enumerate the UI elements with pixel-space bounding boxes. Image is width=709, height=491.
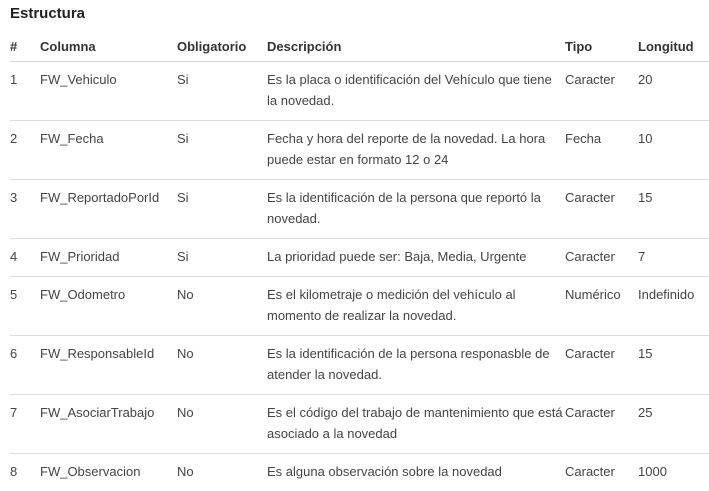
cell-descripcion: Es la identificación de la persona respo… — [267, 336, 565, 395]
cell-num: 6 — [10, 336, 40, 395]
table-row: 3 FW_ReportadoPorId Si Es la identificac… — [10, 180, 709, 239]
cell-descripcion: Es alguna observación sobre la novedad — [267, 454, 565, 491]
table-header: # Columna Obligatorio Descripción Tipo L… — [10, 32, 709, 62]
table-row: 8 FW_Observacion No Es alguna observació… — [10, 454, 709, 491]
table-row: 1 FW_Vehiculo Si Es la placa o identific… — [10, 62, 709, 121]
cell-obligatorio: Si — [177, 121, 267, 180]
table-row: 6 FW_ResponsableId No Es la identificaci… — [10, 336, 709, 395]
cell-tipo: Caracter — [565, 336, 638, 395]
cell-num: 8 — [10, 454, 40, 491]
cell-num: 5 — [10, 277, 40, 336]
cell-num: 4 — [10, 239, 40, 277]
table-row: 5 FW_Odometro No Es el kilometraje o med… — [10, 277, 709, 336]
cell-tipo: Caracter — [565, 62, 638, 121]
cell-longitud: 20 — [638, 62, 709, 121]
column-header-tipo: Tipo — [565, 32, 638, 62]
cell-obligatorio: Si — [177, 180, 267, 239]
column-header-obligatorio: Obligatorio — [177, 32, 267, 62]
column-header-longitud: Longitud — [638, 32, 709, 62]
cell-tipo: Caracter — [565, 454, 638, 491]
cell-tipo: Caracter — [565, 395, 638, 454]
cell-tipo: Fecha — [565, 121, 638, 180]
cell-columna: FW_AsociarTrabajo — [40, 395, 177, 454]
cell-columna: FW_Vehiculo — [40, 62, 177, 121]
cell-tipo: Caracter — [565, 239, 638, 277]
table-row: 4 FW_Prioridad Si La prioridad puede ser… — [10, 239, 709, 277]
cell-columna: FW_Fecha — [40, 121, 177, 180]
cell-tipo: Numérico — [565, 277, 638, 336]
page-title: Estructura — [10, 4, 709, 23]
cell-num: 7 — [10, 395, 40, 454]
cell-longitud: 25 — [638, 395, 709, 454]
cell-obligatorio: No — [177, 277, 267, 336]
cell-columna: FW_ResponsableId — [40, 336, 177, 395]
cell-descripcion: Es la placa o identificación del Vehícul… — [267, 62, 565, 121]
cell-num: 2 — [10, 121, 40, 180]
cell-tipo: Caracter — [565, 180, 638, 239]
cell-longitud: 15 — [638, 180, 709, 239]
cell-longitud: 15 — [638, 336, 709, 395]
cell-num: 3 — [10, 180, 40, 239]
cell-longitud: Indefinido — [638, 277, 709, 336]
cell-descripcion: La prioridad puede ser: Baja, Media, Urg… — [267, 239, 565, 277]
column-header-descripcion: Descripción — [267, 32, 565, 62]
cell-obligatorio: Si — [177, 62, 267, 121]
cell-obligatorio: Si — [177, 239, 267, 277]
table-row: 7 FW_AsociarTrabajo No Es el código del … — [10, 395, 709, 454]
cell-columna: FW_Prioridad — [40, 239, 177, 277]
column-header-num: # — [10, 32, 40, 62]
cell-obligatorio: No — [177, 336, 267, 395]
cell-columna: FW_Odometro — [40, 277, 177, 336]
table-header-row: # Columna Obligatorio Descripción Tipo L… — [10, 32, 709, 62]
table-body: 1 FW_Vehiculo Si Es la placa o identific… — [10, 62, 709, 491]
cell-descripcion: Es el código del trabajo de mantenimient… — [267, 395, 565, 454]
cell-descripcion: Fecha y hora del reporte de la novedad. … — [267, 121, 565, 180]
cell-descripcion: Es la identificación de la persona que r… — [267, 180, 565, 239]
cell-columna: FW_Observacion — [40, 454, 177, 491]
table-row: 2 FW_Fecha Si Fecha y hora del reporte d… — [10, 121, 709, 180]
cell-num: 1 — [10, 62, 40, 121]
cell-columna: FW_ReportadoPorId — [40, 180, 177, 239]
column-header-columna: Columna — [40, 32, 177, 62]
cell-longitud: 10 — [638, 121, 709, 180]
cell-longitud: 7 — [638, 239, 709, 277]
structure-table: # Columna Obligatorio Descripción Tipo L… — [10, 32, 709, 491]
cell-descripcion: Es el kilometraje o medición del vehícul… — [267, 277, 565, 336]
cell-longitud: 1000 — [638, 454, 709, 491]
cell-obligatorio: No — [177, 454, 267, 491]
cell-obligatorio: No — [177, 395, 267, 454]
